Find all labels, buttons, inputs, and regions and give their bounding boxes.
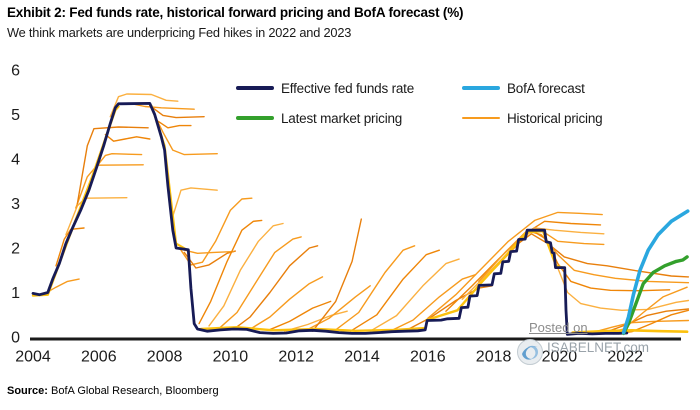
svg-text:2022: 2022 <box>607 349 643 366</box>
watermark-site-text: ISABELNET.com <box>547 340 650 355</box>
svg-text:3: 3 <box>11 196 20 213</box>
legend-label: Historical pricing <box>507 110 603 126</box>
svg-text:5: 5 <box>11 107 20 124</box>
legend-item-historical-pricing: Historical pricing <box>462 110 603 126</box>
svg-text:2: 2 <box>11 241 20 258</box>
svg-text:2006: 2006 <box>81 349 117 366</box>
legend-line-navy <box>236 86 274 90</box>
legend-line-orange <box>462 117 500 119</box>
svg-text:2010: 2010 <box>213 349 249 366</box>
watermark-posted-on: Posted on <box>529 320 588 335</box>
svg-text:2014: 2014 <box>344 349 380 366</box>
legend-line-green <box>236 116 274 120</box>
exhibit-title: Exhibit 2: Fed funds rate, historical fo… <box>7 5 464 20</box>
legend-item-latest-market-pricing: Latest market pricing <box>236 110 402 126</box>
svg-text:2020: 2020 <box>542 349 578 366</box>
exhibit-subtitle: We think markets are underpricing Fed hi… <box>7 25 352 40</box>
svg-text:4: 4 <box>11 152 20 169</box>
source-text: BofA Global Research, Bloomberg <box>51 385 219 397</box>
source-line: Source: BofA Global Research, Bloomberg <box>7 385 219 397</box>
svg-text:2018: 2018 <box>476 349 512 366</box>
source-label: Source: <box>7 385 48 397</box>
legend-item-bofa-forecast: BofA forecast <box>462 80 585 96</box>
svg-text:2004: 2004 <box>15 349 51 366</box>
svg-text:0: 0 <box>11 330 20 347</box>
legend-line-blue <box>462 86 500 90</box>
legend-label: Latest market pricing <box>281 110 403 126</box>
legend-label: BofA forecast <box>507 80 585 96</box>
svg-text:2016: 2016 <box>410 349 446 366</box>
svg-text:1: 1 <box>11 285 20 302</box>
legend-label: Effective fed funds rate <box>281 80 415 96</box>
legend-item-effective-fed-funds-rate: Effective fed funds rate <box>236 80 414 96</box>
svg-text:6: 6 <box>11 63 20 80</box>
svg-text:2012: 2012 <box>278 349 314 366</box>
globe-icon <box>517 339 543 365</box>
svg-text:2008: 2008 <box>147 349 183 366</box>
